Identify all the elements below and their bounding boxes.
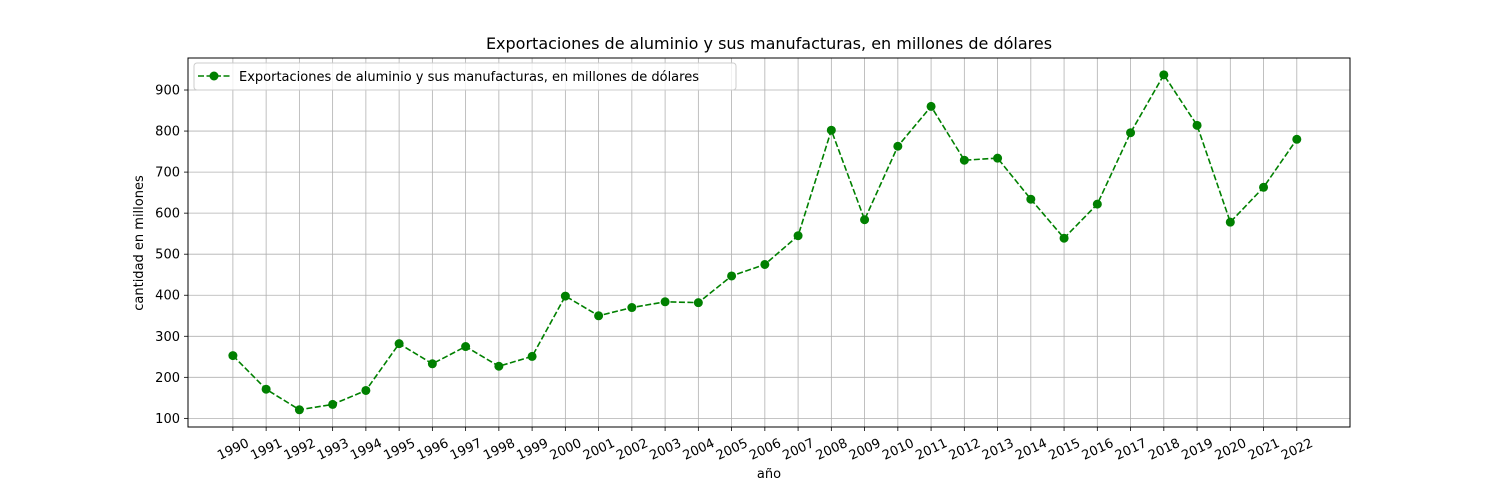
x-tick-label: 2000 [548,436,584,464]
data-point [627,303,637,313]
y-tick-label: 200 [155,371,180,386]
chart-title: Exportaciones de aluminio y sus manufact… [486,34,1052,53]
x-tick-label: 2018 [1146,436,1182,464]
y-tick-label: 700 [155,166,180,181]
data-point [560,291,570,301]
x-tick-label: 1994 [348,436,384,464]
data-point [261,384,271,394]
data-point [1126,128,1136,138]
plot-frame [187,57,1351,428]
data-point [461,342,471,352]
grid-lines [188,58,1350,427]
data-point [893,141,903,151]
x-tick-label: 2012 [947,436,983,464]
x-tick-label: 2004 [681,436,717,464]
legend-label: Exportaciones de aluminio y sus manufact… [239,70,699,85]
data-point [1225,217,1235,227]
data-point [1192,120,1202,130]
data-point [294,405,304,415]
legend-box [193,62,737,91]
data-point [959,155,969,165]
data-point [660,297,670,307]
x-tick-label: 2022 [1279,436,1315,464]
x-tick-label: 2021 [1246,436,1282,464]
x-tick-label: 2003 [647,436,683,464]
x-tick-label: 2001 [581,436,617,464]
x-tick-label: 2017 [1113,436,1149,464]
data-point [860,215,870,225]
series-group [228,70,1302,415]
x-tick-label: 1998 [481,436,517,464]
data-point [228,351,238,361]
x-tick-label: 2009 [847,436,883,464]
data-point [1259,182,1269,192]
x-tick-label: 2002 [614,436,650,464]
x-tick-label: 1997 [448,436,484,464]
x-tick-label: 2008 [814,436,850,464]
x-tick-label: 1993 [315,436,351,464]
data-point [926,101,936,111]
x-tick-label: 1996 [415,436,451,464]
x-tick-label: 2005 [714,436,750,464]
data-point [1292,134,1302,144]
data-point [1026,194,1036,204]
x-tick-label: 1991 [248,436,284,464]
data-point [394,339,404,349]
data-point [693,298,703,308]
y-tick-label: 100 [155,412,180,427]
data-point [727,271,737,281]
x-tick-label: 2011 [913,436,949,464]
data-point [328,399,338,409]
data-point [594,311,604,321]
x-tick-label: 1992 [282,436,318,464]
data-point [993,153,1003,163]
x-tick-label: 2006 [747,436,783,464]
y-tick-label: 300 [155,330,180,345]
data-point [1059,233,1069,243]
data-point [494,361,504,371]
x-tick-label: 1995 [381,436,417,464]
data-point [361,385,371,395]
legend-point-marker [209,71,219,81]
y-tick-label: 500 [155,248,180,263]
y-axis-label: cantidad en millones [132,175,147,311]
data-point [527,351,537,361]
x-axis-label: año [757,467,781,480]
y-tick-label: 600 [155,207,180,222]
x-tick-label: 2007 [780,436,816,464]
x-tick-label: 2015 [1046,436,1082,464]
y-tick-label: 400 [155,289,180,304]
data-point [1159,70,1169,80]
x-tick-label: 1999 [514,436,550,464]
y-tick-label: 900 [155,84,180,99]
legend: Exportaciones de aluminio y sus manufact… [193,62,737,91]
x-tick-label: 2016 [1080,436,1116,464]
y-axis-ticks: 100 200 300 400 500 600 700 800 900 [155,84,188,427]
data-point [760,259,770,269]
x-tick-label: 2019 [1179,436,1215,464]
data-point [427,359,437,369]
x-tick-label: 2014 [1013,436,1049,464]
data-point [826,125,836,135]
data-point [1092,199,1102,209]
x-axis-ticks: 1990199119921993199419951996199719981999… [215,427,1315,464]
x-tick-label: 2010 [880,436,916,464]
x-tick-label: 1990 [215,436,251,464]
data-point [793,231,803,241]
x-tick-label: 2013 [980,436,1016,464]
y-tick-label: 800 [155,125,180,140]
x-tick-label: 2020 [1213,436,1249,464]
